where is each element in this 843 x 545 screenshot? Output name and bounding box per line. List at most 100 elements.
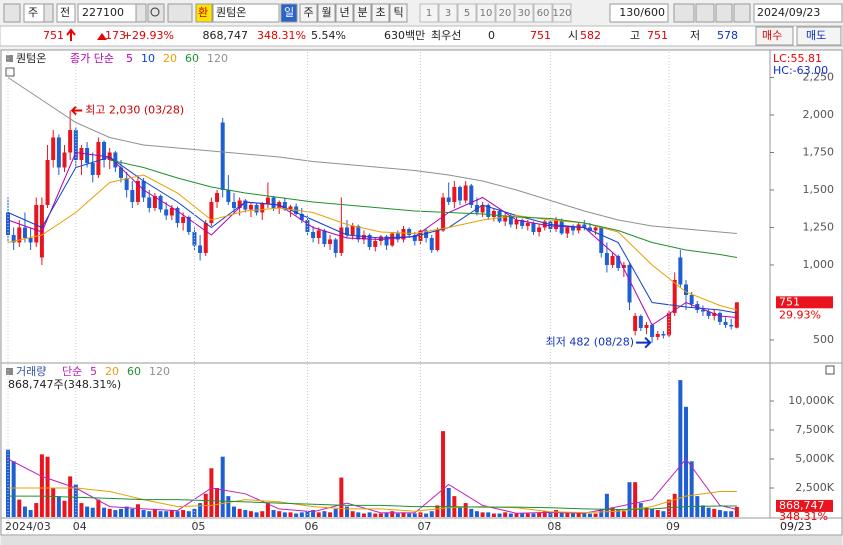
sell-button[interactable] <box>796 26 842 46</box>
x-tick-label: 04 <box>73 520 87 533</box>
period-button[interactable] <box>335 3 354 23</box>
legend-title: 거래량 <box>16 365 46 378</box>
candle-body <box>667 312 672 336</box>
settings-button[interactable] <box>733 3 751 23</box>
volume-bar <box>181 510 186 517</box>
buy-button[interactable] <box>755 26 794 46</box>
tool-button[interactable] <box>673 3 695 23</box>
volume-summary: 868,747주(348.31%) <box>8 378 121 391</box>
search-button[interactable] <box>147 3 165 23</box>
menu-button[interactable] <box>3 3 21 23</box>
interval-button[interactable] <box>514 3 534 23</box>
interval-button[interactable] <box>419 3 439 23</box>
volume-bar <box>135 504 140 517</box>
volume-bar <box>610 507 615 517</box>
date: 2024/09/23 <box>757 6 820 19</box>
candle-body <box>412 234 417 241</box>
high-label: 고 <box>630 29 640 42</box>
candle-body <box>90 162 95 175</box>
candle-body <box>85 147 90 163</box>
interval-button[interactable] <box>552 3 572 23</box>
period-button[interactable] <box>317 3 336 23</box>
y-tick-label: 2,500K <box>795 481 834 494</box>
volume-bar <box>503 512 508 517</box>
last-price-box <box>776 296 833 309</box>
volume-bar <box>412 513 417 517</box>
period-button[interactable] <box>371 3 390 23</box>
sell: 매도 <box>806 29 826 42</box>
candle-body <box>34 204 39 243</box>
candle-body <box>537 227 542 232</box>
volume-bar <box>73 484 78 517</box>
interval-button[interactable] <box>533 3 553 23</box>
candle-body <box>51 137 56 160</box>
board-select[interactable] <box>56 3 76 23</box>
scrollbar[interactable] <box>1 536 842 545</box>
fx-button[interactable] <box>195 3 213 23</box>
collapse-box[interactable] <box>5 67 15 77</box>
interval-button[interactable] <box>438 3 458 23</box>
candle-body <box>503 215 508 222</box>
candle-body <box>407 228 412 235</box>
candle-body <box>141 180 146 198</box>
candle-body <box>158 195 163 210</box>
volume-bar <box>322 511 327 517</box>
period-button[interactable] <box>389 3 408 23</box>
volume: 868,747 <box>203 29 249 42</box>
volume-bar <box>525 513 530 517</box>
candle-body <box>248 204 253 210</box>
candle-body <box>633 315 638 331</box>
period-label: 주 <box>303 6 313 19</box>
buy: 매수 <box>762 29 782 42</box>
ma-line <box>7 77 737 234</box>
tool-button[interactable] <box>695 3 715 23</box>
volume-bar <box>51 488 56 517</box>
candle-body <box>390 233 395 246</box>
x-tick-label: 06 <box>304 520 318 533</box>
pane-button[interactable] <box>825 365 835 375</box>
dropdown[interactable] <box>135 3 147 23</box>
sound-button[interactable] <box>167 3 193 23</box>
volume-bar <box>390 511 395 517</box>
volume-bar <box>678 380 683 517</box>
candle-body <box>328 239 333 244</box>
legend-entry: 60 <box>185 52 199 65</box>
candle-body <box>684 284 688 295</box>
y-tick-label: 7,500K <box>795 423 834 436</box>
y-tick-label: 10,000K <box>788 394 834 407</box>
period-label: 분 <box>357 6 367 19</box>
candle-body <box>712 312 717 316</box>
candle-body <box>661 333 666 336</box>
candle-body <box>548 221 553 229</box>
candle-body <box>73 129 78 160</box>
candle-body <box>441 197 446 231</box>
period-label: 틱 <box>393 6 403 19</box>
candle-body <box>497 210 502 222</box>
tool-button[interactable] <box>715 3 733 23</box>
last-volume: 868,747 <box>779 499 825 512</box>
candle-body <box>28 237 33 243</box>
volume-bar <box>480 512 485 517</box>
interval-button[interactable] <box>457 3 477 23</box>
volume-bar <box>424 513 429 517</box>
dropdown[interactable] <box>43 3 54 23</box>
date-box[interactable] <box>753 3 843 23</box>
interval-button[interactable] <box>476 3 496 23</box>
candle-body <box>311 231 316 238</box>
volume-bar <box>175 511 180 517</box>
volume-bar <box>684 406 688 517</box>
period-button[interactable] <box>353 3 372 23</box>
volume-bar <box>565 512 570 517</box>
volume-bar <box>311 510 316 517</box>
count-box[interactable] <box>609 3 669 23</box>
volume-bar <box>469 508 474 517</box>
interval-label: 1 <box>426 8 432 19</box>
candle-body <box>102 141 107 160</box>
period-button[interactable] <box>299 3 318 23</box>
interval-button[interactable] <box>495 3 515 23</box>
period-button[interactable] <box>280 3 298 23</box>
candle-body <box>582 224 587 228</box>
candle-body <box>542 221 547 228</box>
volume-bar <box>712 508 717 517</box>
legend-icon <box>6 368 13 375</box>
